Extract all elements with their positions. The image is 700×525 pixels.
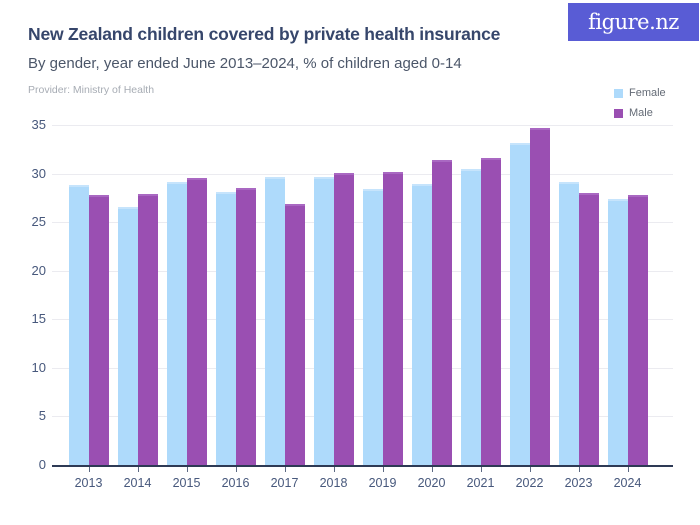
bar-female-2013 bbox=[68, 185, 89, 465]
figurenz-logo-text: figure.nz bbox=[588, 10, 679, 34]
x-axis-label-2016: 2016 bbox=[221, 476, 250, 490]
bar-male-2020 bbox=[431, 159, 452, 465]
bar-male-2024 bbox=[627, 194, 648, 465]
y-axis-label-35: 35 bbox=[31, 117, 46, 132]
bar-female-2016 bbox=[215, 192, 236, 465]
x-axis-tick-2016 bbox=[235, 467, 237, 472]
legend: Female Male bbox=[614, 83, 666, 123]
x-axis-tick-2013 bbox=[88, 467, 90, 472]
bar-male-2014 bbox=[137, 193, 158, 465]
bar-female-2021 bbox=[460, 168, 481, 465]
legend-label-female: Female bbox=[629, 87, 666, 99]
y-axis-label-10: 10 bbox=[31, 359, 46, 375]
x-axis-label-2020: 2020 bbox=[417, 476, 446, 490]
x-axis-label-2021: 2021 bbox=[466, 476, 495, 490]
bar-female-2018 bbox=[313, 176, 334, 465]
x-axis-tick-2022 bbox=[529, 467, 531, 472]
bar-male-2023 bbox=[578, 193, 599, 465]
y-axis-label-30: 30 bbox=[31, 165, 46, 181]
bar-male-2017 bbox=[284, 203, 305, 465]
bar-male-2013 bbox=[88, 194, 109, 465]
chart-subtitle: By gender, year ended June 2013–2024, % … bbox=[28, 55, 462, 72]
bar-female-2023 bbox=[558, 182, 579, 465]
y-axis-label-20: 20 bbox=[31, 262, 46, 278]
legend-label-male: Male bbox=[629, 107, 653, 119]
x-axis-tick-2023 bbox=[578, 467, 580, 472]
x-axis-tick-2018 bbox=[333, 467, 335, 472]
male-swatch-icon bbox=[614, 108, 623, 118]
figurenz-logo[interactable]: figure.nz bbox=[568, 3, 699, 41]
x-axis-label-2013: 2013 bbox=[74, 476, 103, 490]
legend-item-male: Male bbox=[614, 103, 666, 123]
bar-female-2024 bbox=[607, 198, 628, 465]
bar-female-2015 bbox=[166, 182, 187, 465]
x-axis-tick-2014 bbox=[137, 467, 139, 472]
bar-male-2022 bbox=[529, 127, 550, 465]
bar-female-2014 bbox=[117, 206, 138, 465]
female-swatch-icon bbox=[614, 88, 623, 98]
provider-note: Provider: Ministry of Health bbox=[28, 84, 155, 96]
bar-male-2015 bbox=[186, 178, 207, 465]
y-axis-label-15: 15 bbox=[31, 311, 46, 327]
y-axis-label-25: 25 bbox=[31, 214, 46, 230]
bar-male-2021 bbox=[480, 158, 501, 465]
bar-female-2017 bbox=[264, 177, 285, 465]
legend-item-female: Female bbox=[614, 83, 666, 103]
x-axis-label-2018: 2018 bbox=[319, 476, 348, 490]
x-axis-label-2022: 2022 bbox=[515, 476, 544, 490]
bar-male-2018 bbox=[333, 172, 354, 465]
bar-female-2022 bbox=[509, 143, 530, 465]
bar-male-2019 bbox=[382, 171, 403, 465]
gridline-30 bbox=[52, 173, 673, 175]
x-axis-label-2024: 2024 bbox=[613, 476, 642, 490]
y-axis-label-0: 0 bbox=[38, 457, 46, 472]
x-axis-label-2019: 2019 bbox=[368, 476, 397, 490]
x-axis-tick-2019 bbox=[382, 467, 384, 472]
x-axis-tick-2021 bbox=[480, 467, 482, 472]
x-axis-tick-2015 bbox=[186, 467, 188, 472]
x-axis-tick-2020 bbox=[431, 467, 433, 472]
x-axis-label-2015: 2015 bbox=[172, 476, 201, 490]
gridline-35 bbox=[52, 125, 673, 126]
chart-title: New Zealand children covered by private … bbox=[28, 24, 501, 44]
y-axis-label-5: 5 bbox=[38, 408, 46, 424]
x-axis-label-2023: 2023 bbox=[564, 476, 593, 490]
bar-female-2019 bbox=[362, 189, 383, 465]
x-axis-label-2017: 2017 bbox=[270, 476, 299, 490]
bar-female-2020 bbox=[411, 184, 432, 465]
x-axis-tick-2024 bbox=[627, 467, 629, 472]
x-axis-label-2014: 2014 bbox=[123, 476, 152, 490]
plot-area: 0 5 10 15 20 25 30 35 2013 2014 2015 2016 2017 2018 20… bbox=[32, 117, 673, 490]
x-axis-tick-2017 bbox=[284, 467, 286, 472]
bar-male-2016 bbox=[235, 188, 256, 465]
